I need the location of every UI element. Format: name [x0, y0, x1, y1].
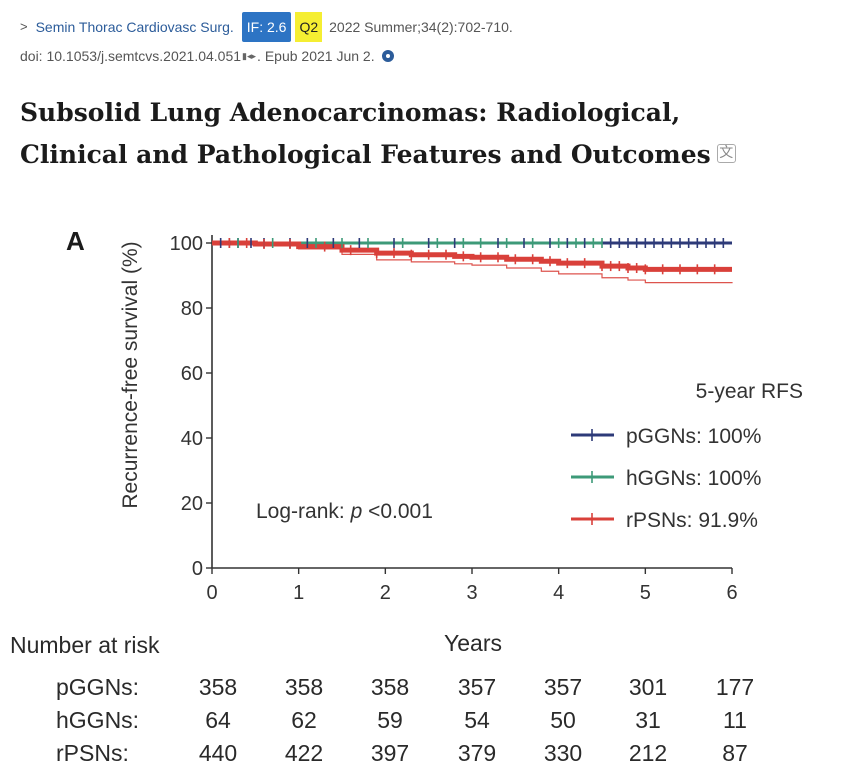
risk-cell: 357	[543, 674, 583, 700]
play-icon[interactable]: ▮◂▸	[242, 51, 257, 61]
risk-row-label: pGGNs:	[56, 674, 140, 700]
article-title-line-2: Clinical and Pathological Features and O…	[20, 140, 711, 169]
axes: 0 20 40 60 80 100 0 1 2 3 4 5 6	[170, 233, 738, 604]
citation-line-1: > Semin Thorac Cardiovasc Surg. IF: 2.6 …	[20, 12, 513, 42]
risk-table-title: Number at risk	[10, 632, 160, 658]
quartile-badge: Q2	[295, 12, 323, 42]
log-rank-value: <0.001	[362, 500, 433, 523]
risk-cell: 212	[628, 740, 668, 766]
issue-info: 2022 Summer;34(2):702-710.	[329, 19, 513, 35]
risk-table: Number at risk Years pGGNs: 358 358 358 357 3…	[0, 630, 865, 779]
article-title-line-1: Subsolid Lung Adenocarcinomas: Radiologi…	[20, 98, 681, 127]
risk-cell: 397	[370, 740, 410, 766]
x-tick-label: 5	[640, 582, 651, 604]
risk-cell: 440	[198, 740, 238, 766]
epub-date: . Epub 2021 Jun 2.	[257, 48, 375, 64]
risk-cell: 330	[543, 740, 583, 766]
curve-rPSNs	[212, 240, 732, 272]
y-tick-label: 40	[181, 428, 203, 450]
x-tick-label: 6	[726, 582, 737, 604]
translate-icon[interactable]: 文	[716, 144, 736, 163]
x-axis-label: Years	[444, 630, 502, 656]
risk-cell: 54	[464, 707, 490, 733]
y-tick-label: 60	[181, 363, 203, 385]
legend-label-hGGNs: hGGNs: 100%	[626, 467, 761, 490]
impact-factor-badge: IF: 2.6	[241, 12, 292, 42]
risk-cell: 64	[205, 707, 231, 733]
log-rank-p: p	[350, 500, 363, 523]
doi-link[interactable]: doi: 10.1053/j.semtcvs.2021.04.051	[20, 48, 242, 64]
y-tick-label: 100	[170, 233, 203, 255]
risk-cell: 358	[198, 674, 238, 700]
journal-link[interactable]: Semin Thorac Cardiovasc Surg.	[35, 19, 234, 35]
censor-marks	[219, 238, 725, 275]
risk-cell: 87	[722, 740, 748, 766]
risk-row: hGGNs: 64 62 59 54 50 31 11	[0, 707, 865, 739]
risk-cell: 62	[291, 707, 317, 733]
risk-cell: 177	[715, 674, 755, 700]
km-chart: A Recurrence-free survival (%) 020406080…	[66, 226, 803, 604]
risk-row-label: rPSNs:	[56, 740, 129, 766]
legend-label-pGGNs: pGGNs: 100%	[626, 425, 761, 448]
risk-row: pGGNs: 358 358 358 357 357 301 177	[0, 674, 865, 706]
risk-cell: 11	[723, 707, 747, 733]
y-tick-label: 0	[192, 558, 203, 580]
camera-icon[interactable]	[381, 50, 394, 62]
risk-cell: 31	[635, 707, 661, 733]
risk-row-label: hGGNs:	[56, 707, 140, 733]
citation-line-2: doi: 10.1053/j.semtcvs.2021.04.051 ▮◂▸ .…	[20, 42, 513, 70]
risk-row: rPSNs: 440 422 397 379 330 212 87	[0, 740, 865, 772]
risk-cell: 301	[628, 674, 668, 700]
risk-cell: 379	[457, 740, 497, 766]
confidence-interval-lines	[212, 242, 733, 284]
risk-cell: 357	[457, 674, 497, 700]
risk-cell: 358	[370, 674, 410, 700]
log-rank-prefix: Log-rank:	[256, 500, 351, 523]
y-tick-label: 20	[181, 493, 203, 515]
citation-block: > Semin Thorac Cardiovasc Surg. IF: 2.6 …	[20, 12, 513, 70]
y-axis-label: Recurrence-free survival (%)	[119, 241, 142, 508]
legend-label-rPSNs: rPSNs: 91.9%	[626, 509, 758, 532]
expand-chevron-icon[interactable]: >	[20, 19, 28, 34]
risk-cell: 59	[377, 707, 403, 733]
risk-cell: 422	[284, 740, 324, 766]
risk-cell: 358	[284, 674, 324, 700]
x-tick-label: 1	[293, 582, 304, 604]
legend: pGGNs: 100% hGGNs: 100% rPSNs: 91.9%	[571, 425, 761, 532]
legend-title: 5-year RFS	[696, 380, 803, 403]
article-title: Subsolid Lung Adenocarcinomas: Radiologi…	[20, 92, 860, 176]
x-tick-label: 2	[380, 582, 391, 604]
x-tick-label: 0	[206, 582, 217, 604]
y-tick-label: 80	[181, 298, 203, 320]
risk-cell: 50	[550, 707, 576, 733]
log-rank-annotation: Log-rank: p <0.001	[256, 500, 433, 523]
panel-label: A	[66, 226, 85, 256]
x-tick-label: 4	[553, 582, 564, 604]
x-tick-label: 3	[466, 582, 477, 604]
ci-lower-rPSNs	[212, 242, 733, 284]
